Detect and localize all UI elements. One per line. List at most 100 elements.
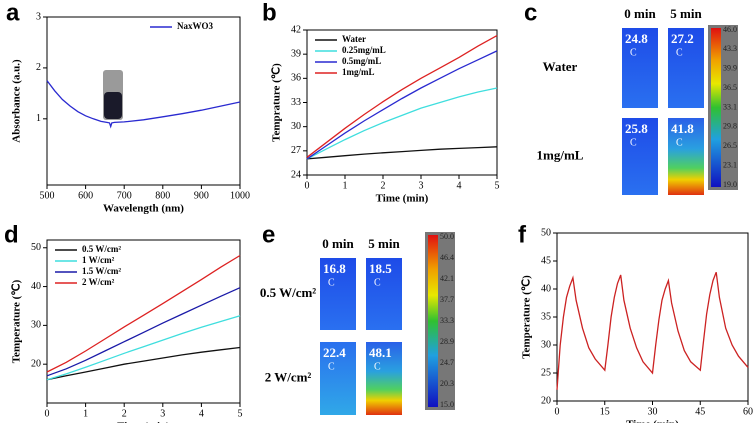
x-tick-label: 3 [160,408,165,419]
temperature-readout: 41.8 [671,121,694,136]
colorbar-label: 15.0 [440,400,454,409]
x-axis-label: Wavelength (nm) [103,203,184,215]
row-label: 1mg/mL [537,147,584,162]
series-line [306,35,498,158]
y-tick-label: 20 [541,395,551,406]
column-label: 0 min [322,236,354,251]
y-tick-label: 50 [31,242,41,253]
panel-label: b [262,0,277,26]
unit-mark: C [374,361,381,372]
y-tick-label: 3 [36,11,41,22]
x-tick-label: 1000 [230,190,250,201]
x-tick-label: 45 [695,406,705,417]
series-line [46,80,241,129]
series-line [46,287,241,377]
thermal-image [668,28,704,108]
panel-label: c [524,0,537,26]
unit-mark: C [676,137,683,148]
y-axis-label: Absorbance (a.u.) [11,59,23,143]
plot-frame [556,232,749,402]
colorbar-label: 46.4 [440,253,454,262]
x-tick-label: 2 [122,408,127,419]
x-axis-label: Time (min) [626,419,679,423]
series-line [306,146,498,160]
colorbar-label: 37.7 [440,295,454,304]
vial-inset [103,70,123,120]
y-tick-label: 33 [291,97,301,108]
x-tick-label: 700 [117,190,132,201]
legend-label: 1 W/cm² [82,255,115,265]
x-tick-label: 60 [743,406,753,417]
series-line [306,87,498,160]
x-tick-label: 0 [305,180,310,191]
x-tick-label: 3 [419,180,424,191]
y-tick-label: 35 [541,311,551,322]
temperature-readout: 25.8 [625,121,648,136]
unit-mark: C [630,47,637,58]
x-axis-label: Time (min) [376,193,429,205]
x-tick-label: 30 [648,406,658,417]
x-tick-label: 4 [199,408,204,419]
unit-mark: C [630,137,637,148]
panel-label: e [262,221,275,248]
y-tick-label: 50 [541,227,551,238]
y-tick-label: 39 [291,48,301,59]
colorbar-label: 36.5 [723,83,737,92]
temperature-readout: 48.1 [369,345,392,360]
y-tick-label: 1 [36,113,41,124]
column-label: 5 min [670,6,702,21]
colorbar-label: 50.0 [440,232,454,241]
unit-mark: C [328,361,335,372]
panel-label: f [518,221,527,248]
colorbar-label: 33.3 [440,316,454,325]
colorbar-label: 24.7 [440,358,454,367]
y-tick-label: 40 [31,281,41,292]
legend-label: 2 W/cm² [82,277,115,287]
legend-label: Water [342,34,366,44]
legend-label: 1mg/mL [342,67,375,77]
y-tick-label: 2 [36,62,41,73]
temperature-readout: 27.2 [671,31,694,46]
x-tick-label: 15 [600,406,610,417]
unit-mark: C [374,277,381,288]
x-axis-label: Time (min) [117,421,170,423]
thermal-image [622,118,658,195]
colorbar [711,28,721,187]
x-tick-label: 5 [495,180,500,191]
x-tick-label: 600 [78,190,93,201]
temperature-readout: 22.4 [323,345,346,360]
legend-label: NaxWO3 [177,21,214,31]
colorbar-label: 42.1 [440,274,454,283]
thermal-image [366,342,402,415]
panel-label: a [6,0,20,26]
y-tick-label: 24 [291,169,301,180]
colorbar-label: 28.9 [440,337,454,346]
x-tick-label: 500 [40,190,55,201]
row-label: 2 W/cm² [265,369,312,384]
temperature-readout: 18.5 [369,261,392,276]
thermal-image [668,118,704,195]
y-tick-label: 25 [541,367,551,378]
y-tick-label: 30 [31,320,41,331]
colorbar-label: 19.0 [723,180,737,189]
y-tick-label: 42 [291,24,301,35]
legend-label: 0.25mg/mL [342,45,386,55]
series-line [46,346,241,381]
series-line [556,271,749,390]
y-axis-label: Temperature (℃) [11,279,23,363]
x-tick-label: 4 [457,180,462,191]
series-line [46,315,241,381]
legend-label: 1.5 W/cm² [82,266,121,276]
thermal-image [622,28,658,108]
colorbar-label: 20.3 [440,379,454,388]
y-tick-label: 27 [291,145,301,156]
panel-label: d [4,221,19,248]
row-label: 0.5 W/cm² [260,285,316,300]
x-tick-label: 1 [343,180,348,191]
x-tick-label: 2 [381,180,386,191]
y-tick-label: 30 [541,339,551,350]
y-tick-label: 40 [541,283,551,294]
thermal-image [366,258,402,330]
